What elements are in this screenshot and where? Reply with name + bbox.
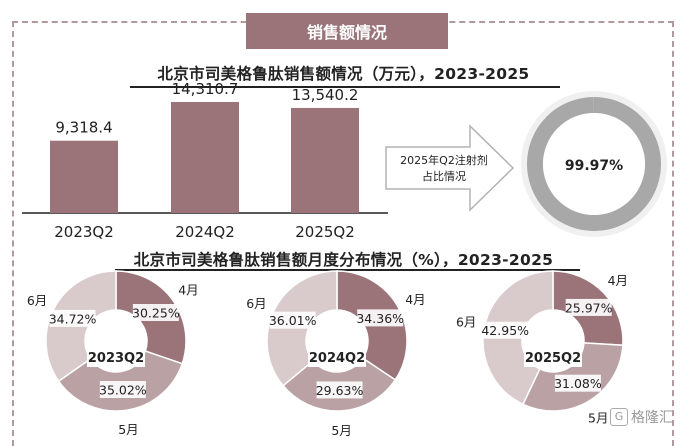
- bar-category-label-2025Q2: 2025Q2: [295, 223, 355, 241]
- donut-category-label-2025Q2-4月: 4月: [608, 273, 628, 288]
- donut-value-label-bg-2023Q2-4月: [132, 304, 179, 322]
- bar-2023Q2: [50, 140, 118, 213]
- bar-value-label-2023Q2: 9,318.4: [55, 119, 112, 137]
- donut-value-label-2023Q2-6月: 34.72%: [49, 311, 97, 326]
- donut-center-bg-2025Q2: [524, 345, 582, 367]
- donut-center-bg-2024Q2: [308, 345, 366, 367]
- donut-value-label-2024Q2-4月: 34.36%: [356, 311, 404, 326]
- donut-center-bg-2023Q2: [87, 345, 145, 367]
- bar-2025Q2: [291, 107, 359, 213]
- donut-value-label-bg-2024Q2-6月: [269, 311, 316, 329]
- donut-category-label-2023Q2-4月: 4月: [178, 282, 198, 297]
- donut-value-label-2025Q2-5月: 31.08%: [554, 376, 602, 391]
- donut-value-label-bg-2025Q2-6月: [482, 321, 529, 339]
- donut-category-label-2025Q2-6月: 6月: [456, 314, 476, 329]
- donut-group-title: 北京市司美格鲁肽销售额月度分布情况（%），2023-2025: [133, 251, 554, 269]
- bar-2024Q2: [171, 101, 239, 213]
- watermark: G 格隆汇: [610, 407, 673, 427]
- bar-value-label-2024Q2: 14,310.7: [172, 80, 239, 98]
- donut-value-label-bg-2023Q2-6月: [49, 309, 96, 327]
- donut-value-label-bg-2024Q2-5月: [316, 381, 363, 399]
- callout-text-line-2: 占比情况: [422, 169, 466, 183]
- watermark-logo-icon: G: [610, 408, 628, 426]
- donut-value-label-bg-2023Q2-5月: [99, 381, 146, 399]
- donut-center-label-2025Q2: 2025Q2: [525, 351, 581, 366]
- donut-value-label-2023Q2-4月: 30.25%: [132, 306, 180, 321]
- bar-chart-title-underline: [130, 86, 560, 88]
- bar-value-label-2025Q2: 13,540.2: [292, 86, 359, 104]
- donut-value-label-bg-2025Q2-4月: [565, 298, 612, 316]
- donut-category-label-2023Q2-5月: 5月: [118, 422, 138, 437]
- bar-category-label-2024Q2: 2024Q2: [175, 223, 235, 241]
- callout-text-line-1: 2025年Q2注射剂: [400, 153, 488, 167]
- donut-value-label-2024Q2-5月: 29.63%: [316, 383, 364, 398]
- donut-category-label-2024Q2-4月: 4月: [405, 292, 425, 307]
- bar-category-label-2023Q2: 2023Q2: [54, 223, 114, 241]
- big-donut-hole: [543, 113, 645, 215]
- donut-value-label-2024Q2-6月: 36.01%: [269, 313, 317, 328]
- donut-value-label-bg-2025Q2-5月: [554, 374, 601, 392]
- callout-arrow-icon: [385, 124, 515, 212]
- donut-value-label-2023Q2-5月: 35.02%: [99, 383, 147, 398]
- donut-center-label-2024Q2: 2024Q2: [309, 351, 365, 366]
- donut-value-label-bg-2024Q2-4月: [357, 309, 404, 327]
- donut-category-label-2023Q2-6月: 6月: [27, 293, 47, 308]
- donut-center-label-2023Q2: 2023Q2: [88, 351, 144, 366]
- section-header-badge: 销售额情况: [246, 13, 448, 49]
- big-donut-value-label: 99.97%: [565, 158, 623, 174]
- donut-category-label-2024Q2-6月: 6月: [246, 296, 266, 311]
- donut-category-label-2024Q2-5月: 5月: [331, 423, 351, 438]
- donut-category-label-2025Q2-5月: 5月: [588, 411, 608, 426]
- donut-value-label-2025Q2-4月: 25.97%: [565, 300, 613, 315]
- donut-group-title-underline: [115, 269, 580, 271]
- watermark-text: 格隆汇: [631, 410, 673, 426]
- donut-value-label-2025Q2-6月: 42.95%: [481, 323, 529, 338]
- bar-chart-title: 北京市司美格鲁肽销售额情况（万元），2023-2025: [157, 65, 530, 83]
